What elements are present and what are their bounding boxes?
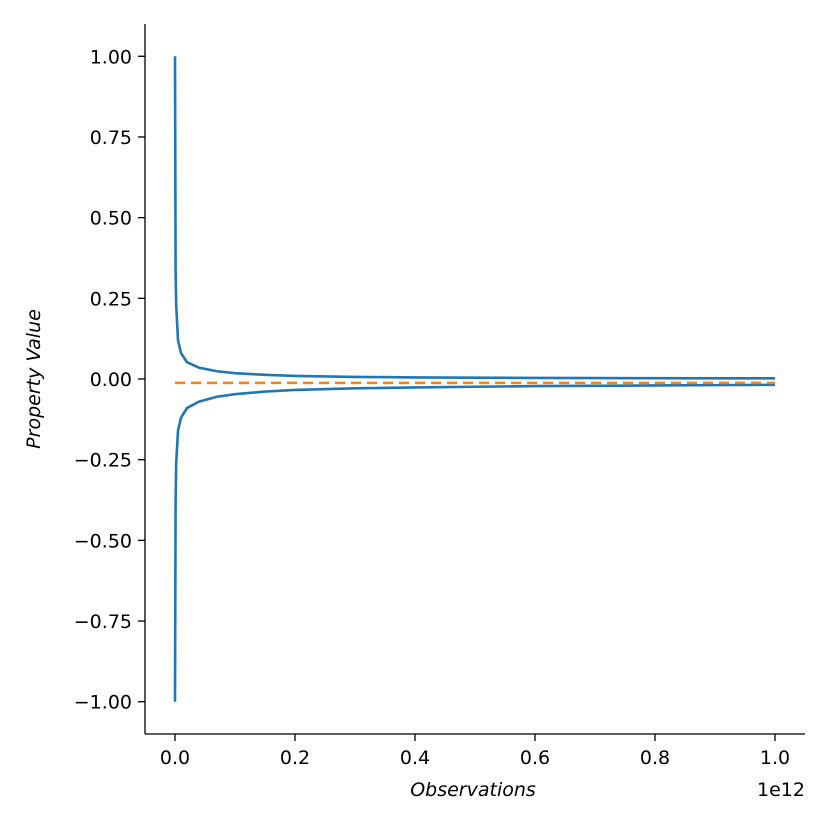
x-tick-label: 0.4: [400, 747, 430, 769]
y-tick-label: 0.25: [90, 288, 132, 310]
y-tick-label: 0.50: [90, 208, 132, 230]
series-line-0: [173, 56, 776, 380]
x-tick-label: 0.6: [520, 747, 550, 769]
x-tick-label: 0.0: [160, 747, 190, 769]
y-tick-label: 0.75: [90, 127, 132, 149]
y-tick-label: −1.00: [74, 692, 132, 714]
x-tick-label: 1.0: [760, 747, 790, 769]
y-tick-label: −0.75: [74, 611, 132, 633]
y-axis-label: Property Value: [23, 309, 45, 449]
y-tick-label: 0.00: [90, 369, 132, 391]
y-tick-label: −0.25: [74, 450, 132, 472]
x-tick-label: 0.2: [280, 747, 310, 769]
series-line-1: [173, 383, 776, 702]
x-offset-label: 1e12: [757, 779, 805, 801]
x-axis-label: Observations: [410, 779, 536, 801]
y-tick-label: 1.00: [90, 46, 132, 68]
y-tick-label: −0.50: [74, 530, 132, 552]
x-tick-label: 0.8: [640, 747, 670, 769]
